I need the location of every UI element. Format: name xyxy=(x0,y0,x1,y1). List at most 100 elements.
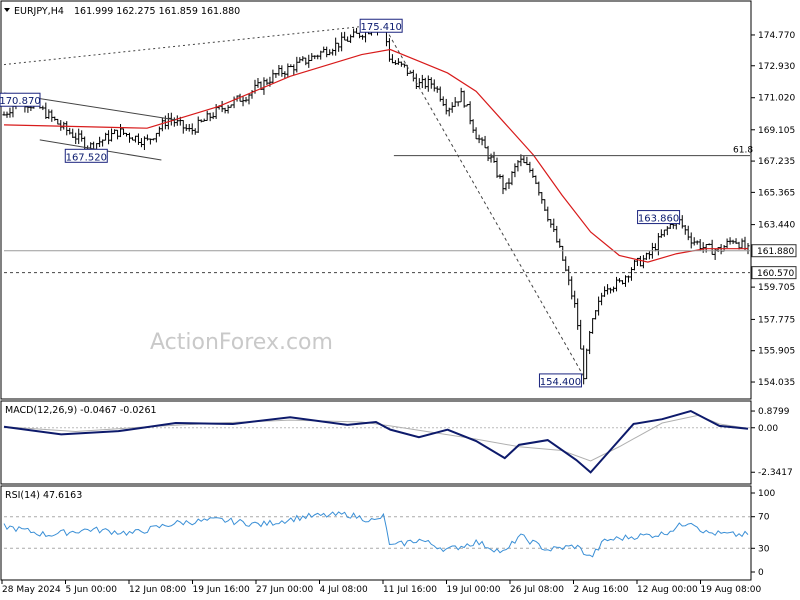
price-bar xyxy=(154,132,158,143)
price-bar xyxy=(74,132,78,145)
price-bar xyxy=(208,112,212,122)
price-bar xyxy=(118,124,123,138)
price-bar xyxy=(707,243,711,246)
price-bar xyxy=(106,130,111,145)
price-bar xyxy=(340,32,344,52)
price-bar xyxy=(139,138,144,148)
price-bar xyxy=(41,105,45,111)
price-bar xyxy=(552,218,556,232)
price-bar xyxy=(644,252,649,260)
price-bar xyxy=(142,136,147,150)
price-bar xyxy=(414,73,418,90)
price-bar xyxy=(396,58,401,65)
price-bar xyxy=(133,135,138,143)
support-price-tag-frame xyxy=(751,266,797,280)
price-bar xyxy=(599,292,604,306)
price-bar xyxy=(256,77,260,88)
price-bar xyxy=(181,120,185,134)
time-tick-label: 5 Jun 00:00 xyxy=(66,585,118,595)
price-bar xyxy=(710,239,714,255)
price-bar xyxy=(638,255,643,267)
time-tick-label: 28 May 2024 xyxy=(2,585,61,595)
time-tick-label: 4 Jul 08:00 xyxy=(320,585,369,595)
price-bar xyxy=(292,64,296,76)
price-tick-label: 167.235 xyxy=(758,157,795,167)
price-bar xyxy=(196,116,200,133)
price-bar xyxy=(501,174,505,195)
price-bar xyxy=(331,48,335,56)
price-bar xyxy=(80,130,84,142)
price-bar xyxy=(202,118,206,122)
price-bar xyxy=(127,132,132,143)
label-high: 175.410 xyxy=(360,22,401,33)
price-bar xyxy=(47,109,51,119)
symbol-dropdown-icon[interactable] xyxy=(4,8,10,12)
price-bar xyxy=(184,124,188,131)
ohlc-readout: 161.999 162.275 161.859 161.880 xyxy=(74,6,240,17)
price-bar xyxy=(498,174,502,179)
price-bar xyxy=(570,276,574,300)
price-bar xyxy=(130,137,135,141)
price-bar xyxy=(346,36,350,42)
watermark: ActionForex.com xyxy=(150,330,333,355)
label-recent-high: 163.860 xyxy=(638,214,679,225)
price-bar xyxy=(274,72,278,78)
price-bar xyxy=(528,161,532,173)
price-bar xyxy=(390,54,395,64)
price-bar xyxy=(632,259,637,271)
price-bar xyxy=(474,127,478,140)
price-bar xyxy=(617,278,622,283)
price-bar xyxy=(465,104,469,107)
time-tick-label: 19 Jul 00:00 xyxy=(447,585,501,595)
price-bar xyxy=(594,310,598,320)
current-price-tag-text: 161.880 xyxy=(757,247,794,257)
price-bar xyxy=(226,104,230,114)
price-bar xyxy=(504,182,508,191)
price-bar xyxy=(205,110,209,121)
price-bar xyxy=(486,145,490,162)
price-bar xyxy=(686,225,690,241)
price-bar xyxy=(53,116,57,121)
macd-tick-label: 0.8799 xyxy=(758,407,790,417)
price-bar xyxy=(343,31,347,41)
price-bar xyxy=(459,87,463,103)
time-tick-label: 19 Jun 16:00 xyxy=(193,585,250,595)
price-bar xyxy=(537,181,541,196)
label-recent-high-frame xyxy=(637,210,681,225)
price-bar xyxy=(540,192,544,204)
price-bar xyxy=(438,86,442,102)
price-bar xyxy=(357,32,362,39)
price-bar xyxy=(626,275,631,283)
time-tick-label: 26 Jul 08:00 xyxy=(510,585,564,595)
label-channel-low-frame xyxy=(64,148,108,163)
macd-tick-label: 0.00 xyxy=(758,424,778,434)
price-bar xyxy=(157,126,161,137)
price-bar xyxy=(337,42,341,52)
current-price-tag-frame xyxy=(751,244,797,258)
price-bar xyxy=(151,138,155,141)
price-bar xyxy=(680,215,684,229)
price-tick-label: 169.105 xyxy=(758,126,795,136)
price-bar xyxy=(211,112,215,120)
price-bar xyxy=(229,104,233,108)
price-bar xyxy=(247,93,251,105)
price-bar xyxy=(480,137,484,146)
price-bar xyxy=(647,251,651,260)
fibonacci-618-label: 61.8 xyxy=(733,146,753,156)
price-bar xyxy=(576,298,580,330)
price-bar xyxy=(447,107,451,117)
price-bar xyxy=(8,107,12,118)
macd-line xyxy=(3,409,749,474)
price-bar xyxy=(112,129,117,135)
price-bar xyxy=(489,153,493,163)
rsi-group: 100 70 30 0 xyxy=(3,489,775,578)
price-bar xyxy=(265,78,269,86)
price-bar xyxy=(148,138,153,145)
price-bar xyxy=(441,96,445,107)
price-bar xyxy=(121,128,126,136)
price-bar xyxy=(740,238,744,249)
price-bar xyxy=(349,34,353,44)
price-bar xyxy=(71,128,75,138)
price-bar xyxy=(319,50,323,60)
